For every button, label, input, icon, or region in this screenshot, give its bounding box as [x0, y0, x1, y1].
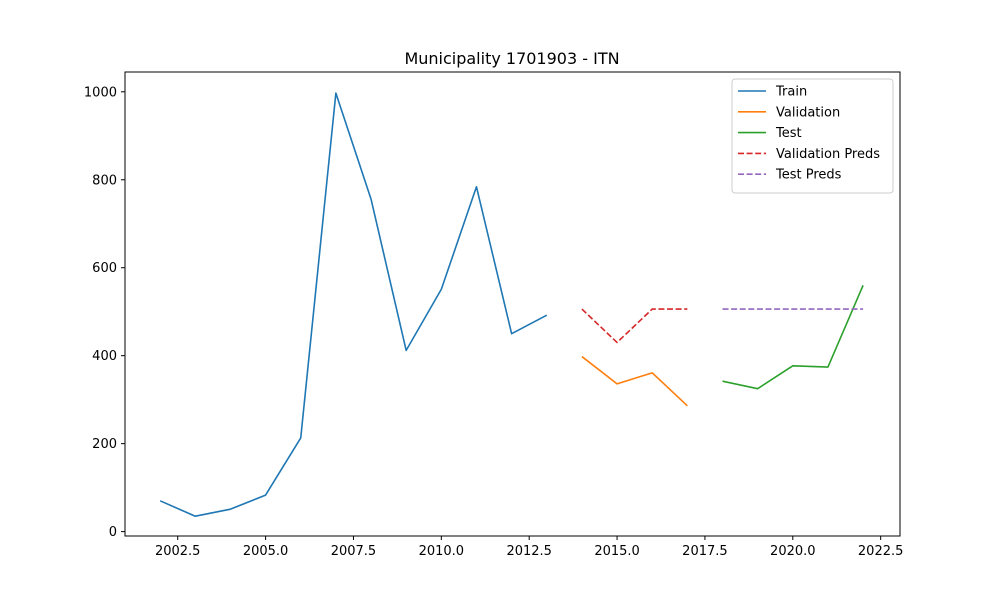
plot-lines: [159, 92, 864, 518]
y-tick-label: 600: [92, 261, 117, 276]
legend-label: Train: [775, 85, 807, 100]
y-tick-label: 0: [109, 525, 117, 540]
legend-label: Test Preds: [775, 168, 842, 183]
axes-frame: [124, 71, 901, 537]
y-tick-label: 400: [92, 349, 117, 364]
series-line-validation-preds: [581, 308, 688, 344]
legend-label: Validation: [776, 105, 840, 120]
x-tick-label: 2012.5: [506, 544, 552, 559]
legend: Train Validation Test Validation Preds Test …: [731, 78, 894, 194]
y-axis: 0 200 400 600 800 1000: [84, 85, 125, 540]
legend-label: Validation Preds: [776, 147, 880, 162]
x-tick-label: 2002.5: [155, 544, 201, 559]
x-tick-label: 2020.0: [770, 544, 816, 559]
x-tick-label: 2022.5: [858, 544, 904, 559]
y-tick-label: 800: [92, 173, 117, 188]
series-line-test: [722, 284, 864, 390]
legend-box: [731, 78, 894, 194]
x-tick-label: 2015.0: [594, 544, 640, 559]
legend-label: Test: [775, 126, 802, 141]
x-tick-label: 2017.5: [682, 544, 728, 559]
x-tick-label: 2005.0: [243, 544, 289, 559]
series-line-train: [159, 92, 548, 518]
x-tick-label: 2010.0: [419, 544, 465, 559]
x-axis: 2002.5 2005.0 2007.5 2010.0 2012.5 2015.0 2017…: [155, 536, 903, 559]
series-line-validation: [581, 355, 688, 407]
y-tick-label: 1000: [84, 85, 117, 100]
x-tick-label: 2007.5: [331, 544, 377, 559]
chart-title: Municipality 1701903 - ITN: [404, 49, 619, 68]
y-tick-label: 200: [92, 437, 117, 452]
